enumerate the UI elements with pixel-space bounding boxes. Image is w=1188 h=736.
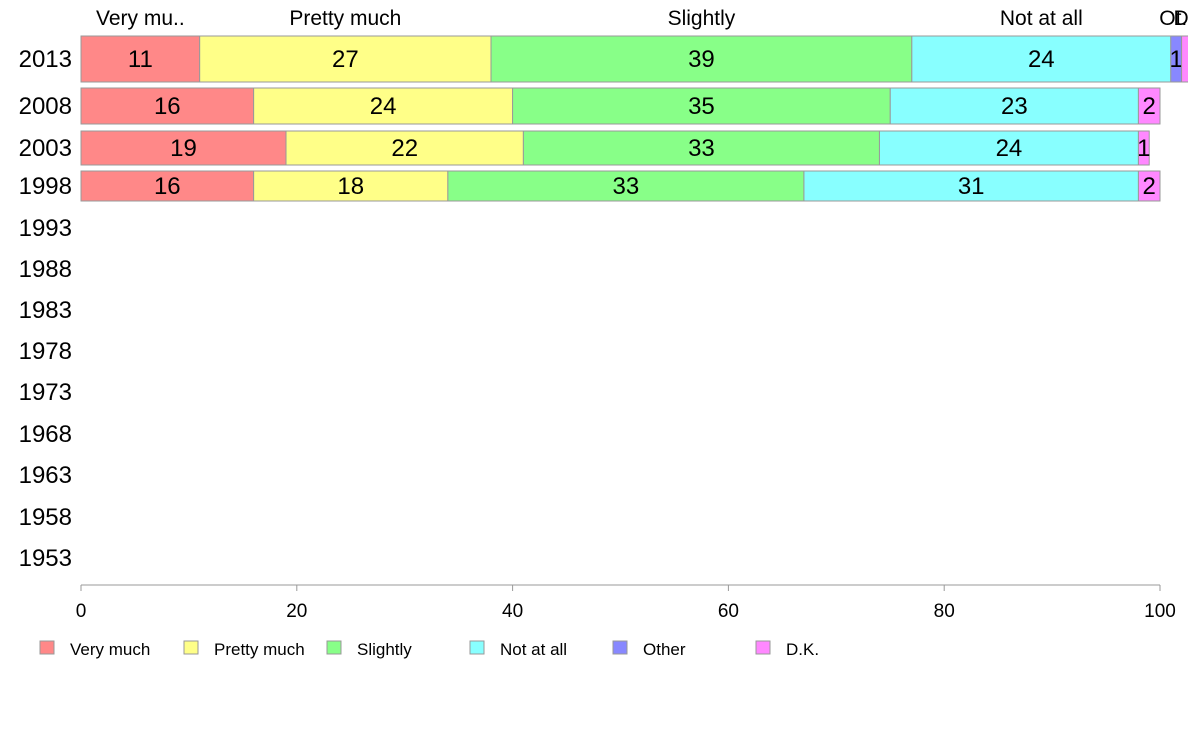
data-label: 1 <box>1170 46 1183 73</box>
legend-swatch <box>612 640 628 655</box>
bar-segment <box>253 87 514 125</box>
bar-segment <box>1137 87 1161 125</box>
legend-swatch <box>469 640 485 655</box>
data-label: 24 <box>996 135 1023 162</box>
data-label: 33 <box>688 135 715 162</box>
y-tick-label: 1953 <box>19 545 72 572</box>
top-category-label: D.. <box>1174 7 1188 30</box>
x-tick-label: 0 <box>76 601 87 622</box>
y-tick-label: 1963 <box>19 462 72 489</box>
legend-label: D.K. <box>786 640 819 659</box>
x-tick-label: 100 <box>1144 601 1176 622</box>
legend: Very much Pretty much Slightly Not at all Ot… <box>39 640 819 659</box>
bar-segment <box>512 87 891 125</box>
legend-swatch <box>326 640 342 655</box>
data-label: 22 <box>391 135 418 162</box>
y-tick-label: 2013 <box>19 46 72 73</box>
bar-segment <box>253 170 449 202</box>
bar-segment <box>80 170 255 202</box>
legend-swatch <box>39 640 55 655</box>
bar-segment <box>522 130 880 166</box>
legend-label: Pretty much <box>214 640 305 659</box>
data-label: 24 <box>1028 46 1055 73</box>
bar-segment <box>1181 35 1188 83</box>
legend-swatch <box>755 640 771 655</box>
y-tick-label: 1993 <box>19 215 72 242</box>
top-category-label: Not at all <box>1000 7 1083 30</box>
bar-segment <box>878 130 1139 166</box>
data-label: 19 <box>170 135 197 162</box>
data-label: 24 <box>370 93 397 120</box>
bar-segment <box>1137 130 1150 166</box>
y-tick-label: 2008 <box>19 93 72 120</box>
bar-segment <box>803 170 1139 202</box>
y-tick-label: 1968 <box>19 421 72 448</box>
legend-label: Very much <box>70 640 150 659</box>
y-tick-label: 1988 <box>19 256 72 283</box>
bars-layer: 11 27 39 24 1 16 24 35 23 2 19 22 33 24 1 16 18 33 31 2 <box>80 35 1188 202</box>
bar-segment <box>80 35 201 83</box>
top-category-label: Slightly <box>668 7 736 30</box>
bar-segment <box>199 35 492 83</box>
data-label: 35 <box>688 93 715 120</box>
legend-label: Other <box>643 640 686 659</box>
x-tick-label: 60 <box>718 601 739 622</box>
x-tick-label: 20 <box>286 601 307 622</box>
y-axis-labels: 2013 2008 2003 1998 1993 1988 1983 1978 1973 1968… <box>19 46 72 572</box>
y-tick-label: 1973 <box>19 379 72 406</box>
legend-label: Not at all <box>500 640 567 659</box>
data-label: 16 <box>154 173 181 200</box>
y-tick-label: 2003 <box>19 135 72 162</box>
data-label: 2 <box>1143 93 1156 120</box>
top-category-label: Ot.. <box>1159 7 1188 30</box>
bar-segment <box>80 130 287 166</box>
data-label: 16 <box>154 93 181 120</box>
data-label: 39 <box>688 46 715 73</box>
y-tick-label: 1998 <box>19 173 72 200</box>
legend-swatch <box>183 640 199 655</box>
data-label: 18 <box>337 173 364 200</box>
legend-label: Slightly <box>357 640 412 659</box>
y-tick-label: 1958 <box>19 504 72 531</box>
bar-segment <box>889 87 1139 125</box>
bar-segment <box>1137 170 1161 202</box>
x-tick-label: 40 <box>502 601 523 622</box>
bar-segment <box>285 130 524 166</box>
top-category-label: Very mu.. <box>96 7 185 30</box>
data-label: 27 <box>332 46 359 73</box>
data-label: 23 <box>1001 93 1028 120</box>
top-category-label: Pretty much <box>289 7 401 30</box>
data-label: 33 <box>613 173 640 200</box>
y-tick-label: 1983 <box>19 297 72 324</box>
top-category-labels: Very mu.. Pretty much Slightly Not at all Ot… <box>96 7 1188 30</box>
bar-segment <box>447 170 805 202</box>
bar-segment <box>80 87 255 125</box>
data-label: 1 <box>1137 135 1150 162</box>
data-label: 2 <box>1143 173 1156 200</box>
bar-segment <box>911 35 1172 83</box>
x-axis: 0 20 40 60 80 100 <box>76 584 1176 622</box>
data-label: 11 <box>128 46 153 73</box>
bar-segment <box>490 35 913 83</box>
y-tick-label: 1978 <box>19 338 72 365</box>
x-tick-label: 80 <box>934 601 955 622</box>
data-label: 31 <box>958 173 985 200</box>
